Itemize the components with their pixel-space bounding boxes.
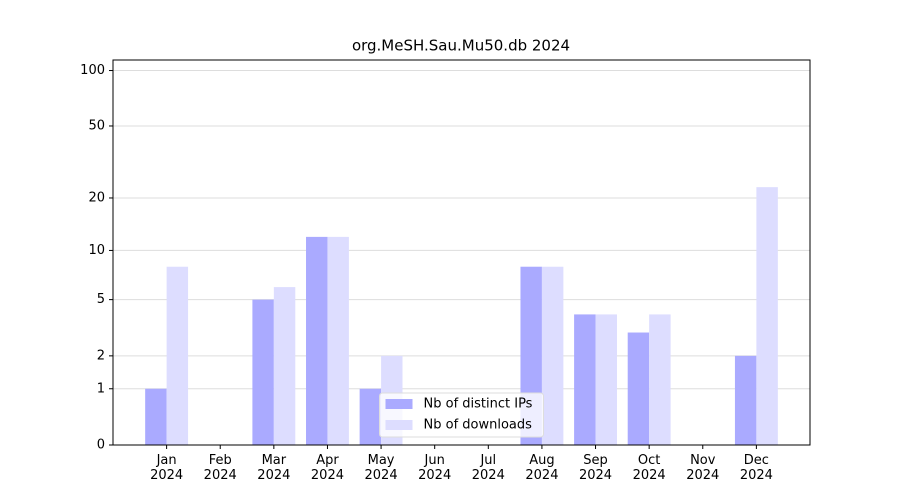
chart-title: org.MeSH.Sau.Mu50.db 2024 xyxy=(352,37,570,55)
legend-label: Nb of distinct IPs xyxy=(424,397,533,412)
bar xyxy=(359,388,382,445)
bar xyxy=(756,187,778,445)
bar xyxy=(252,299,274,445)
y-tick-label: 0 xyxy=(97,438,105,453)
x-tick-label: May 2024 xyxy=(364,453,398,483)
x-tick-label: Jun 2024 xyxy=(418,453,452,483)
bar xyxy=(574,314,596,445)
x-tick-label: Dec 2024 xyxy=(739,453,773,483)
y-tick-label: 10 xyxy=(88,243,105,258)
plot-frame xyxy=(112,59,811,446)
bar xyxy=(541,266,564,445)
legend-swatch xyxy=(385,399,413,409)
legend: Nb of distinct IPs Nb of downloads xyxy=(379,392,544,438)
bar xyxy=(627,332,650,445)
x-tick-label: Mar 2024 xyxy=(257,453,291,483)
y-tick-label: 20 xyxy=(88,190,105,205)
x-tick-label: Jan 2024 xyxy=(150,453,184,483)
legend-swatch xyxy=(385,420,413,430)
y-tick-label: 5 xyxy=(97,292,105,307)
legend-box xyxy=(379,392,544,438)
x-tick-label: Jul 2024 xyxy=(471,453,505,483)
bar xyxy=(306,236,328,445)
bar xyxy=(734,355,757,445)
y-tick-label: 100 xyxy=(80,63,105,78)
y-tick-label: 1 xyxy=(97,381,105,396)
x-tick-label: Sep 2024 xyxy=(578,453,613,483)
x-tick-label: Feb 2024 xyxy=(203,453,237,483)
x-tick-label: Apr 2024 xyxy=(310,453,344,483)
x-tick-label: Oct 2024 xyxy=(632,453,666,483)
legend-label: Nb of downloads xyxy=(424,418,533,433)
bar xyxy=(595,314,617,445)
y-tick-label: 50 xyxy=(88,118,105,133)
bar xyxy=(327,236,349,445)
bar xyxy=(273,287,296,445)
y-tick-label: 2 xyxy=(97,348,105,363)
bar xyxy=(649,314,671,445)
bar xyxy=(145,388,167,445)
bar xyxy=(166,266,189,445)
x-tick-label: Nov 2024 xyxy=(686,453,720,483)
x-tick-label: Aug 2024 xyxy=(525,453,559,483)
